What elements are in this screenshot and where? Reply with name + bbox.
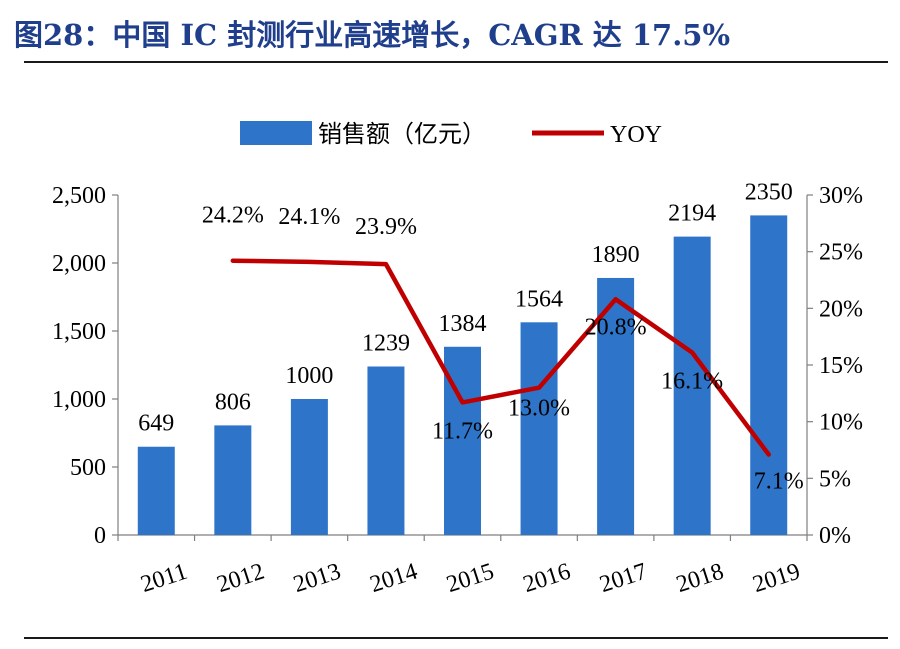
yoy-line [230,258,771,457]
bar-2017 [597,277,635,535]
x-tick-label-2017: 2017 [597,559,651,599]
right-tick-label: 30% [819,183,863,209]
bar-label-2016: 1564 [515,286,563,312]
yoy-label-2019: 7.1% [754,469,804,495]
right-tick-label: 25% [819,240,863,266]
legend-swatch-bar [240,121,312,145]
x-tick-labels: 2011 2012 2013 2014 2015 2016 2017 2018 2019 [138,559,804,599]
right-tick-label: 5% [819,466,851,492]
yoy-label-2015: 11.7% [432,418,493,444]
left-tick-label: 1,500 [52,319,106,345]
x-tick-label-2012: 2012 [214,559,268,599]
yoy-label-2016: 13.0% [508,396,570,422]
bar-2012 [214,425,252,535]
legend-label-line: YOY [610,122,662,148]
bar-labels: 649 806 1000 1239 1384 1564 1890 2194 2350 [138,179,792,436]
legend-label-bar: 销售额（亿元） [318,121,486,148]
x-tick-label-2013: 2013 [290,559,344,599]
x-tick-label-2011: 2011 [138,559,191,598]
bar-2011 [137,446,175,535]
x-tick-label-2016: 2016 [520,559,574,599]
left-tick-label: 500 [70,455,106,481]
x-tick-label-2018: 2018 [673,559,727,599]
yoy-label-2014: 23.9% [355,214,417,240]
axes: 0 500 1,000 1,500 2,000 2,500 0% 5% 10% 15% 20% 25%… [52,183,863,549]
left-tick-label: 2,500 [52,183,106,209]
right-tick-label: 15% [819,353,863,379]
bar-label-2015: 1384 [439,311,487,337]
bar-label-2017: 1890 [592,242,640,268]
bar-2013 [290,399,328,535]
x-tick-label-2019: 2019 [750,559,804,599]
bar-label-2013: 1000 [285,363,333,389]
left-tick-label: 0 [94,523,106,549]
yoy-labels: 24.2% 24.1% 23.9% 11.7% 13.0% 20.8% 16.1% 7.1% [202,203,804,495]
bottom-rule [24,637,888,639]
x-tick-label-2014: 2014 [367,559,421,599]
bar-series [137,215,788,535]
bar-label-2014: 1239 [362,330,410,356]
bar-2016 [520,322,558,535]
bar-label-2019: 2350 [745,179,793,205]
left-tick-label: 2,000 [52,251,106,277]
right-tick-label: 0% [819,523,851,549]
yoy-label-2017: 20.8% [585,314,647,340]
right-tick-label: 20% [819,296,863,322]
yoy-label-2012: 24.2% [202,203,264,229]
left-tick-label: 1,000 [52,387,106,413]
bar-label-2012: 806 [215,389,251,415]
yoy-label-2013: 24.1% [278,204,340,230]
x-tick-label-2015: 2015 [443,559,497,599]
bar-2019 [750,215,788,535]
figure-title: 图28：中国 IC 封测行业高速增长，CAGR 达 17.5% [14,18,731,52]
right-tick-label: 10% [819,410,863,436]
yoy-label-2018: 16.1% [661,369,723,395]
top-rule [24,61,888,63]
bar-2014 [367,366,405,535]
yoy-line-series [230,258,771,457]
bar-2018 [673,236,711,535]
bar-label-2018: 2194 [668,201,716,227]
bar-label-2011: 649 [138,411,174,437]
legend: 销售额（亿元） YOY [240,121,662,148]
